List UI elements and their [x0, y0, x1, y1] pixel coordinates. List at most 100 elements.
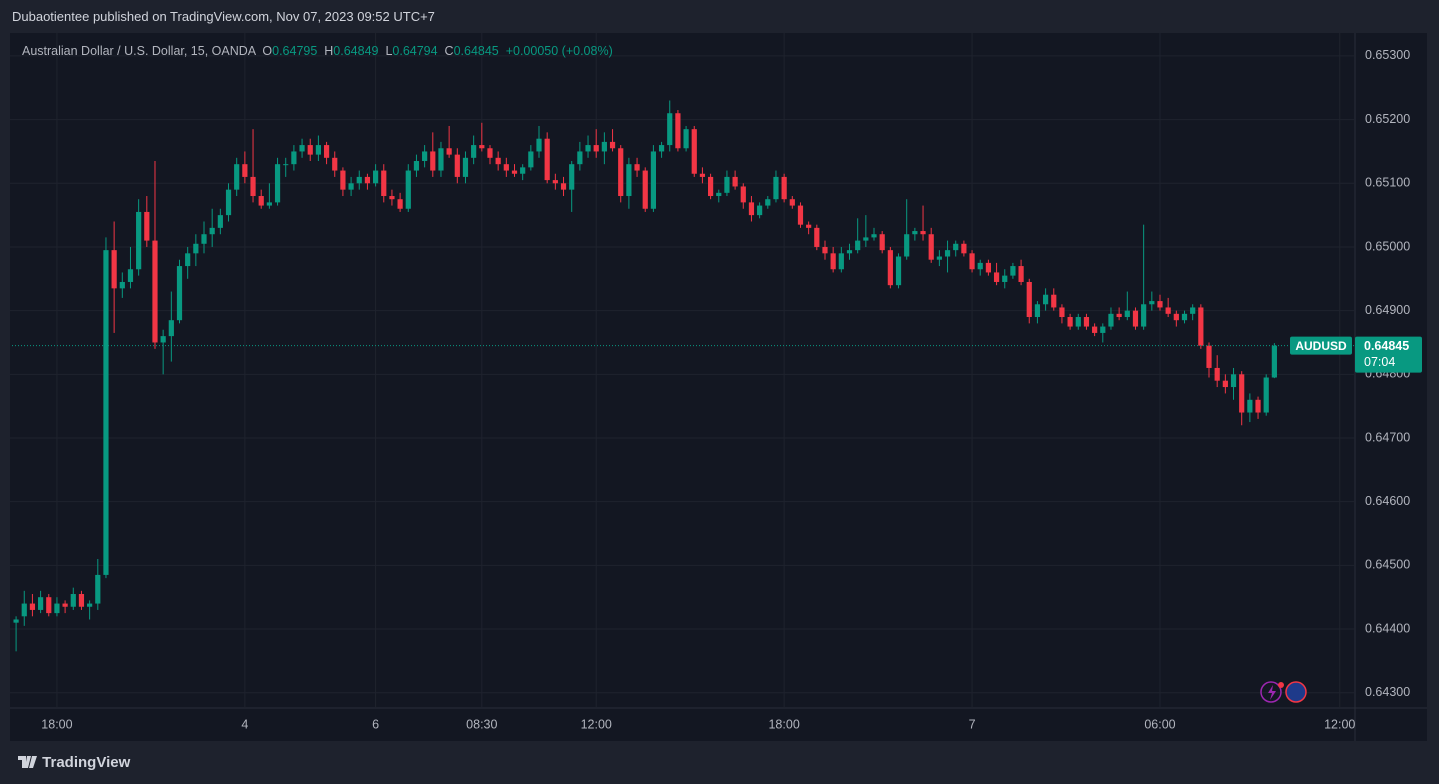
candle-body: [258, 196, 264, 206]
chart: 0.64300 0.64400 0.64500 0.64600 0.64700 0.648…: [10, 33, 1427, 741]
candle-body: [609, 141, 616, 149]
candle-body: [691, 129, 697, 174]
candle-body: [569, 164, 575, 190]
candle-body: [985, 262, 992, 273]
y-tick-label: 0.65100: [1365, 176, 1410, 190]
flag-icon[interactable]: [1285, 681, 1307, 703]
candle-body: [201, 234, 207, 244]
candle-body: [1026, 281, 1032, 318]
candle-body: [127, 269, 134, 282]
candle-body: [1083, 317, 1090, 327]
candle-body: [1263, 377, 1269, 413]
y-tick-label: 0.64300: [1365, 685, 1410, 699]
candle-body: [1018, 266, 1024, 282]
brand: TradingView: [18, 754, 130, 771]
candle-body: [912, 231, 918, 235]
candle-body: [397, 199, 403, 209]
candle-body: [552, 180, 558, 184]
candle-body: [806, 224, 812, 228]
candle-body: [544, 138, 550, 181]
o-label: O: [262, 44, 273, 58]
candle-body: [274, 164, 281, 203]
candle-body: [217, 215, 223, 228]
candle-body: [904, 234, 910, 257]
candle-body: [879, 234, 885, 251]
candle-body: [1190, 307, 1196, 314]
candle-body: [1124, 310, 1130, 318]
candle-body: [699, 173, 706, 177]
candle-body: [503, 164, 509, 171]
x-tick-label: 08:30: [466, 717, 497, 731]
candle-body: [814, 227, 820, 247]
candle-body: [1002, 275, 1008, 282]
candle-body: [1165, 307, 1171, 314]
candle-body: [560, 183, 567, 190]
brand-logo: [18, 756, 37, 768]
chart-background: [10, 33, 1427, 741]
candle-body: [585, 145, 591, 152]
y-tick-label: 0.64400: [1365, 621, 1410, 635]
candle-body: [209, 227, 215, 235]
candle-body: [626, 164, 632, 197]
candle-body: [471, 145, 477, 158]
candle-body: [969, 253, 975, 270]
candle-body: [1239, 374, 1245, 413]
candle-body: [13, 619, 19, 623]
candle-body: [87, 603, 93, 607]
candle-body: [405, 170, 411, 209]
candle-body: [830, 253, 836, 270]
candle-body: [1255, 399, 1261, 413]
y-tick-label: 0.65000: [1365, 239, 1410, 253]
countdown-text: 07:04: [1364, 355, 1395, 369]
x-tick-label: 12:00: [581, 717, 612, 731]
candle-body: [707, 176, 714, 197]
candle-body: [1157, 301, 1163, 308]
candle-body: [193, 243, 199, 254]
candle-body: [37, 597, 44, 610]
symbol-tag-text: AUDUSD: [1295, 339, 1347, 353]
candle-body: [266, 202, 272, 206]
candle-body: [1198, 307, 1204, 346]
change: +0.00050 (+0.08%): [505, 44, 613, 58]
c-value: 0.64845: [453, 44, 499, 58]
candle-body: [928, 234, 934, 260]
event-icon[interactable]: [1260, 681, 1282, 703]
x-tick-label: 18:00: [768, 717, 799, 731]
price-tag-text: 0.64845: [1364, 339, 1409, 353]
o-value: 0.64795: [272, 44, 318, 58]
candle-body: [1075, 317, 1081, 327]
l-value: 0.64794: [392, 44, 438, 58]
candle-body: [356, 176, 362, 184]
labels: 0.64300 0.64400 0.64500 0.64600 0.64700 0.648…: [41, 48, 1422, 731]
candle-body: [446, 148, 452, 155]
candle-body: [634, 164, 640, 171]
candle-body: [1092, 326, 1098, 333]
candle-body: [103, 250, 109, 575]
candle-body: [152, 240, 158, 343]
brand-name: TradingView: [42, 754, 131, 771]
candle-body: [1141, 304, 1147, 327]
l-label: L: [385, 44, 393, 58]
candle-body: [389, 196, 395, 200]
candle-body: [413, 160, 420, 171]
candle-body: [1181, 313, 1188, 321]
candle-body: [642, 170, 648, 209]
candle-body: [683, 129, 689, 149]
x-tick-label: 7: [969, 717, 976, 731]
candle-body: [495, 157, 501, 165]
candle-body: [62, 603, 68, 607]
candle-body: [487, 148, 493, 158]
candle-body: [1108, 313, 1114, 327]
h-value: 0.64849: [333, 44, 379, 58]
symbol-tag: [1290, 336, 1352, 355]
x-tick-label: 4: [241, 717, 248, 731]
candle-body: [348, 183, 354, 190]
candle-body: [765, 199, 771, 206]
candle-body: [536, 138, 542, 152]
candle-body: [593, 145, 599, 152]
candle-body: [977, 262, 983, 270]
candle-body: [119, 281, 125, 289]
price-tag: [1355, 336, 1422, 373]
candle-body: [944, 250, 951, 257]
